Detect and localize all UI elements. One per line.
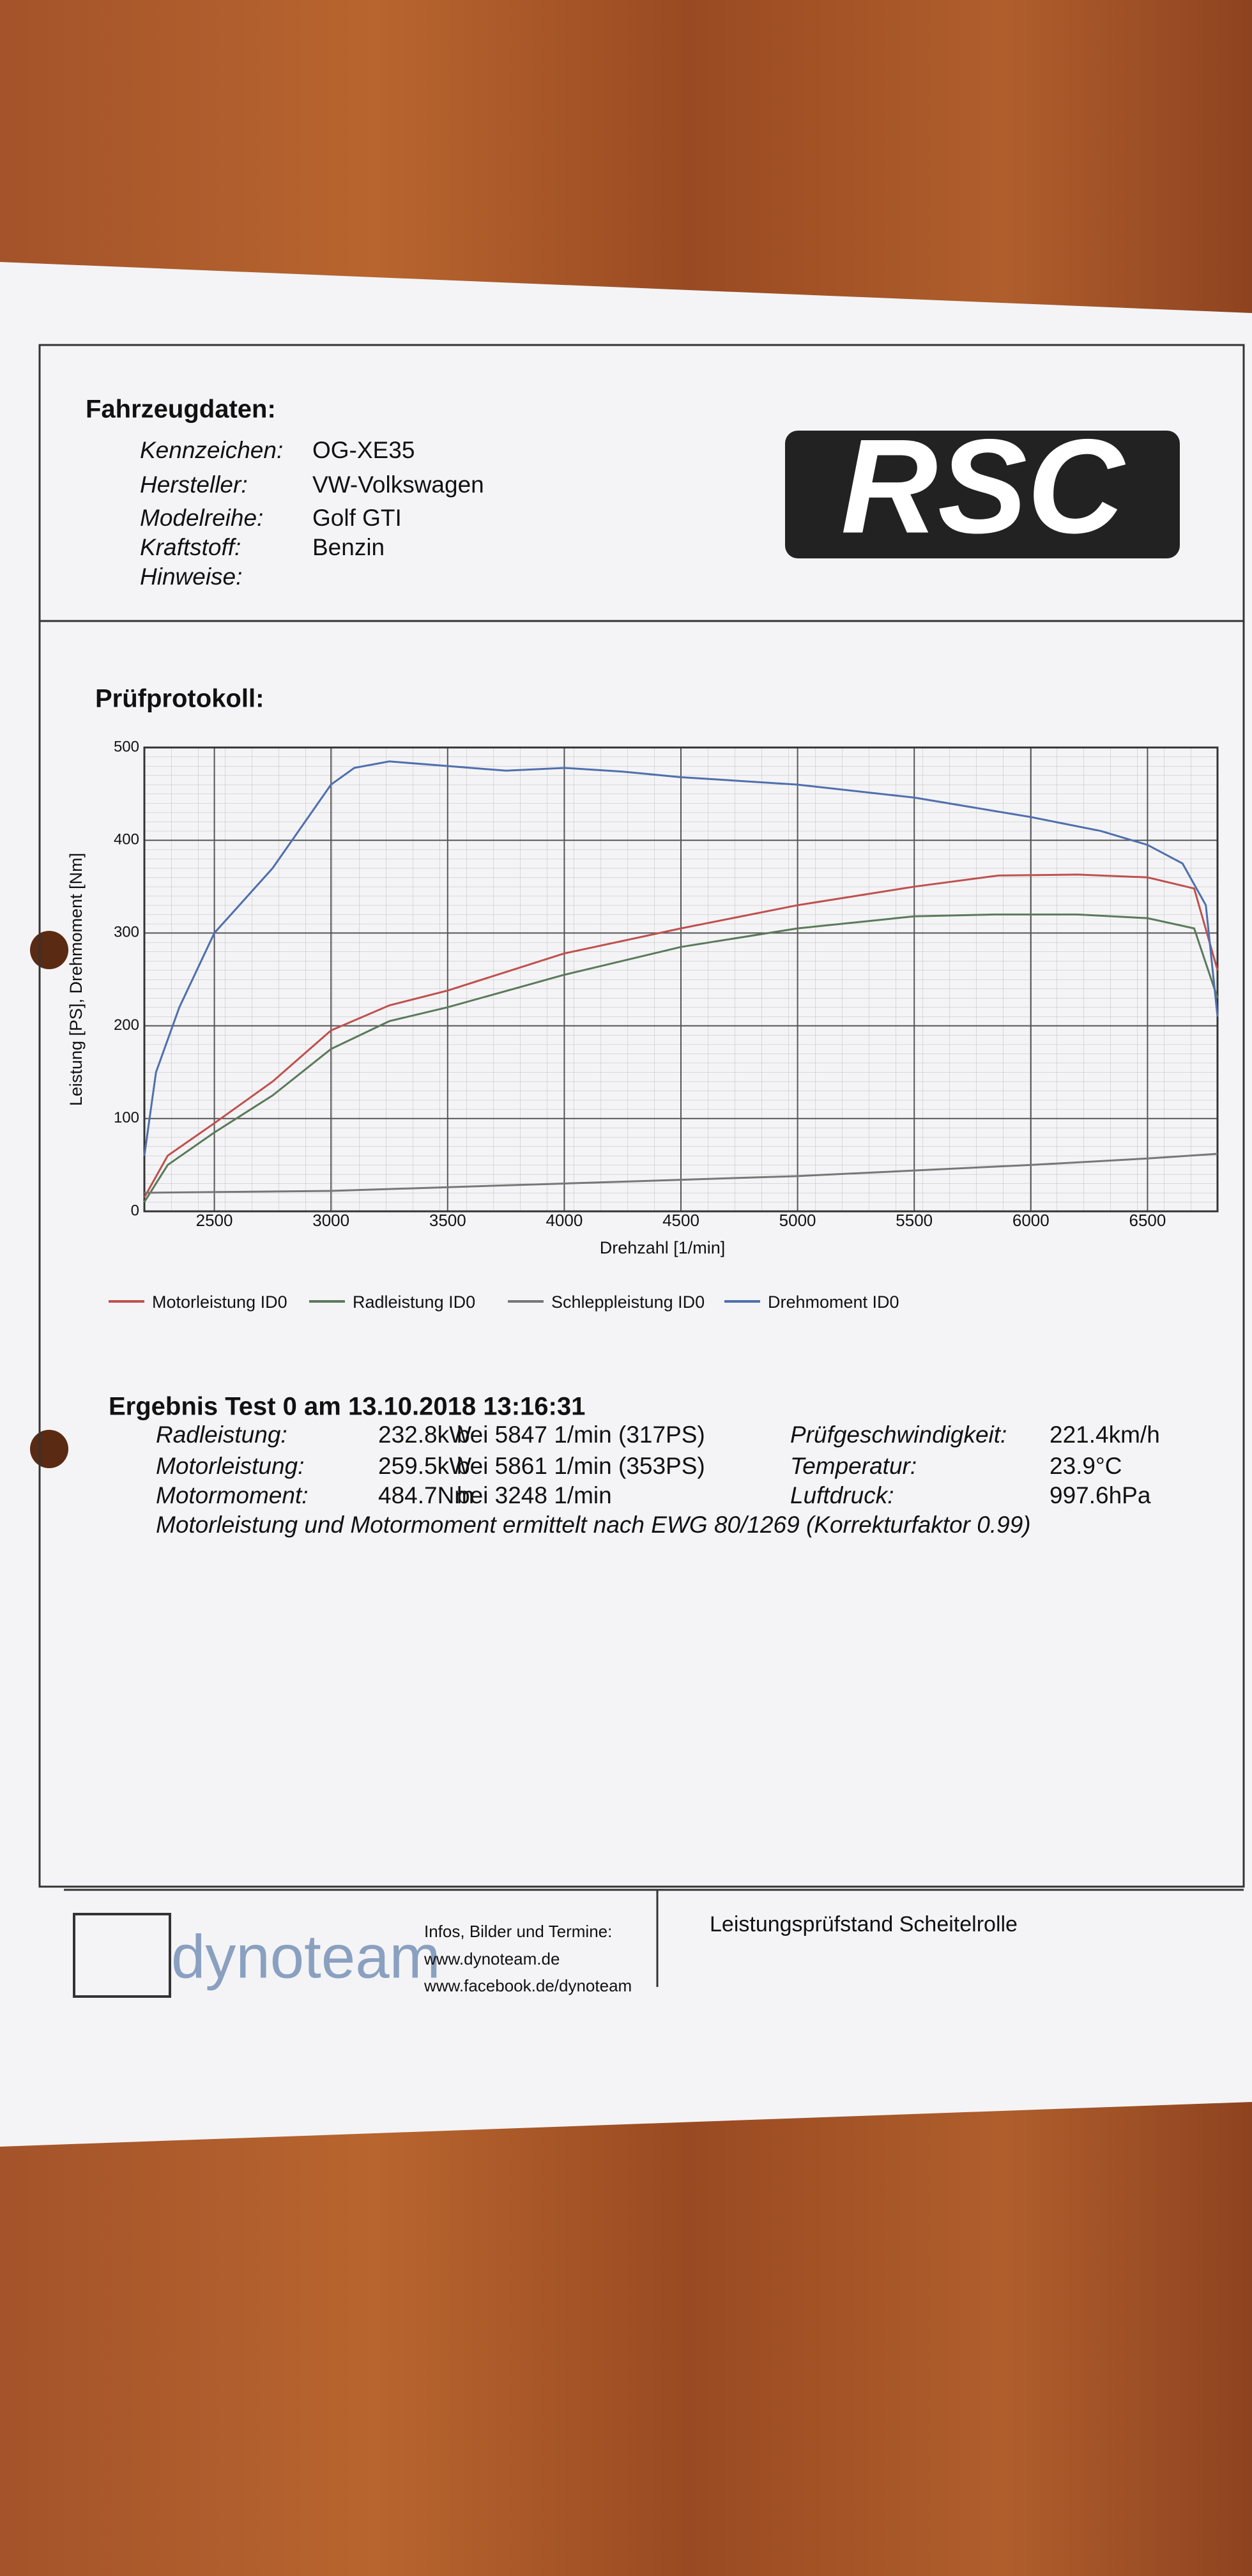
x-tick-label: 2500 [196, 1211, 233, 1230]
legend-label: Schleppleistung ID0 [551, 1292, 705, 1312]
logo: RSC [841, 411, 1126, 561]
condition-label: Luftdruck: [790, 1482, 894, 1508]
y-tick-label: 200 [114, 1016, 139, 1034]
result-detail: bei 5861 1/min (353PS) [457, 1453, 705, 1479]
result-value: 484.7Nm [378, 1482, 474, 1508]
result-label: Motorleistung: [156, 1453, 304, 1479]
x-axis-label: Drehzahl [1/min] [600, 1238, 726, 1257]
y-tick-label: 100 [114, 1109, 139, 1126]
punch-hole [30, 931, 68, 969]
frame [38, 344, 1245, 1888]
result-detail: bei 3248 1/min [457, 1482, 612, 1508]
result-label: Motormoment: [156, 1482, 309, 1508]
footer-line: www.dynoteam.de [424, 1949, 560, 1968]
dynoteam-logo: dynoteam [73, 1913, 441, 1998]
x-tick-label: 4500 [662, 1211, 699, 1230]
plot-frame [143, 746, 1219, 1213]
condition-value: 221.4km/h [1050, 1422, 1160, 1448]
field-label: Kennzeichen: [140, 437, 283, 463]
y-axis-label: Leistung [PS], Drehmoment [Nm] [66, 853, 86, 1106]
results-note: Motorleistung und Motormoment ermittelt … [156, 1512, 1031, 1538]
legend-label: Motorleistung ID0 [152, 1292, 287, 1312]
y-tick-label: 300 [114, 924, 139, 941]
y-tick-label: 400 [114, 831, 139, 848]
x-tick-label: 5000 [779, 1211, 816, 1230]
logo-box [785, 431, 1180, 558]
x-tick-label: 3000 [312, 1211, 349, 1230]
vehicle-data: Kennzeichen: OG-XE35 Hersteller: VW-Volkswa… [140, 437, 484, 590]
x-tick-label: 3500 [429, 1211, 466, 1230]
line [143, 913, 1219, 1203]
result-value: 259.5kW [378, 1453, 471, 1479]
section-title: Prüfprotokoll: [95, 685, 264, 713]
x-tick-label: 6500 [1129, 1211, 1166, 1230]
result-label: Radleistung: [156, 1422, 287, 1448]
x-tick-label: 4000 [546, 1211, 583, 1230]
x-tick-label: 5500 [896, 1211, 933, 1230]
field-label: Kraftstoff: [140, 534, 241, 560]
condition-label: Temperatur: [790, 1453, 917, 1479]
result-detail: bei 5847 1/min (317PS) [457, 1422, 705, 1448]
y-tick-label: 0 [131, 1202, 139, 1219]
legend-label: Radleistung ID0 [353, 1292, 475, 1312]
brand: dynoteam [171, 1922, 441, 1991]
line [143, 873, 1219, 1198]
punch-hole [30, 1430, 68, 1468]
device: Leistungsprüfstand Scheitelrolle [710, 1912, 1018, 1936]
field-value: Golf GTI [312, 505, 402, 531]
field-label: Hinweise: [140, 564, 242, 590]
footer-line: www.facebook.de/dynoteam [424, 1976, 632, 1995]
footer-line: Infos, Bilder und Termine: [424, 1922, 612, 1941]
footer: Infos, Bilder und Termine: www.dynoteam.d… [424, 1922, 632, 1995]
result-value: 232.8kW [378, 1422, 471, 1448]
field-label: Modelreihe: [140, 505, 263, 531]
x-tick-label: 6000 [1012, 1211, 1050, 1230]
condition-value: 23.9°C [1050, 1453, 1122, 1479]
condition-value: 997.6hPa [1050, 1482, 1151, 1508]
line [143, 760, 1219, 1156]
legend-label: Drehmoment ID0 [768, 1292, 899, 1312]
field-value: OG-XE35 [312, 437, 415, 463]
line [144, 1153, 1218, 1194]
chart: 0 100 200 300 400 500 2500 3000 3500 4000 4500 5000… [109, 738, 1219, 1312]
results-title: Ergebnis Test 0 am 13.10.2018 13:16:31 [109, 1393, 585, 1421]
condition-label: Prüfgeschwindigkeit: [790, 1422, 1007, 1448]
y-tick-label: 500 [114, 738, 139, 755]
vehicle-title: Fahrzeugdaten: [86, 395, 276, 424]
field-label: Hersteller: [140, 471, 248, 498]
field-value: Benzin [312, 534, 385, 560]
field-value: VW-Volkswagen [312, 471, 484, 498]
